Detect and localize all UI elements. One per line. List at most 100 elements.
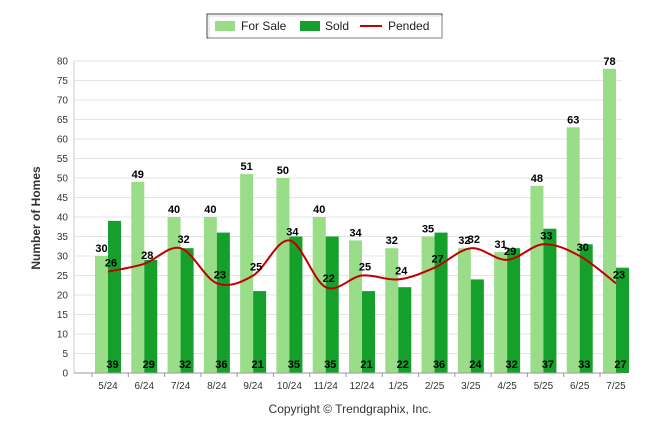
label-for-sale: 32 — [458, 235, 470, 247]
label-for-sale: 32 — [386, 235, 398, 247]
legend-swatch-for-sale — [215, 21, 235, 31]
y-tick-label: 60 — [57, 135, 69, 146]
bar-sold — [144, 259, 158, 373]
label-pended: 29 — [504, 246, 516, 258]
y-tick-label: 45 — [57, 193, 69, 204]
x-tick-label: 5/24 — [98, 381, 118, 392]
x-tick-label: 9/24 — [243, 381, 263, 392]
label-sold: 24 — [469, 359, 482, 371]
legend-label-sold: Sold — [325, 19, 349, 33]
x-tick-label: 8/24 — [207, 381, 227, 392]
label-sold: 36 — [433, 359, 445, 371]
label-for-sale: 40 — [204, 204, 216, 216]
label-sold: 27 — [614, 359, 626, 371]
bar-sold — [543, 228, 557, 373]
label-for-sale: 40 — [313, 204, 325, 216]
label-sold: 35 — [324, 359, 336, 371]
bar-for-sale — [95, 256, 108, 373]
label-sold: 33 — [578, 359, 590, 371]
label-for-sale: 31 — [495, 239, 507, 251]
pended-line — [107, 239, 617, 290]
bar-sold — [108, 220, 121, 373]
bar-sold — [180, 248, 194, 373]
label-pended: 30 — [577, 242, 589, 254]
y-tick-label: 20 — [57, 291, 69, 302]
label-sold: 22 — [397, 359, 409, 371]
label-pended: 28 — [141, 250, 153, 262]
label-sold: 36 — [215, 359, 227, 371]
label-for-sale: 34 — [349, 227, 362, 239]
y-tick-label: 75 — [57, 76, 69, 87]
bar-for-sale — [276, 178, 290, 373]
y-tick-label: 25 — [57, 271, 69, 282]
bar-sold — [253, 291, 267, 373]
label-sold: 32 — [506, 359, 518, 371]
bar-sold — [434, 232, 448, 373]
bar-for-sale — [312, 217, 326, 373]
label-sold: 21 — [360, 359, 372, 371]
label-sold: 21 — [252, 359, 264, 371]
x-tick-label: 4/25 — [497, 381, 517, 392]
bar-for-sale — [131, 181, 145, 373]
legend-label-for-sale: For Sale — [241, 19, 287, 33]
x-tick-label: 2/25 — [425, 381, 445, 392]
label-sold: 39 — [106, 359, 118, 371]
x-tick-label: 6/25 — [570, 381, 590, 392]
y-tick-label: 70 — [57, 96, 69, 107]
x-tick-label: 3/25 — [461, 381, 481, 392]
y-tick-label: 15 — [57, 310, 69, 321]
bar-sold — [470, 279, 484, 373]
x-tick-label: 10/24 — [277, 381, 302, 392]
label-pended: 27 — [431, 254, 443, 266]
y-tick-label: 10 — [57, 330, 69, 341]
label-sold: 29 — [143, 359, 155, 371]
label-for-sale: 48 — [531, 173, 543, 185]
data-labels: 30 39 49 29 40 32 40 36 51 21 50 35 40 35 34 21 32 22 35 36… — [95, 56, 626, 371]
bar-for-sale — [530, 185, 544, 373]
label-for-sale: 35 — [422, 224, 434, 236]
label-pended: 26 — [105, 258, 117, 270]
bar-sold — [616, 267, 629, 373]
bar-for-sale — [421, 236, 435, 373]
y-axis: 0 5 10 15 20 25 30 35 40 45 50 55 60 65 70 75 80 — [57, 57, 75, 380]
x-tick-label: 1/25 — [389, 381, 409, 392]
label-for-sale: 51 — [241, 161, 253, 173]
x-tick-label: 6/24 — [135, 381, 155, 392]
y-tick-label: 40 — [57, 213, 69, 224]
label-pended: 22 — [323, 273, 335, 285]
copyright-credit: Copyright © Trendgraphix, Inc. — [269, 402, 432, 416]
x-tick-label: 12/24 — [349, 381, 374, 392]
y-tick-label: 0 — [62, 369, 68, 380]
y-tick-label: 65 — [57, 115, 69, 126]
label-sold: 37 — [542, 359, 554, 371]
bar-sold — [289, 236, 303, 373]
bar-for-sale — [494, 252, 508, 373]
label-for-sale: 63 — [567, 114, 579, 126]
bar-sold — [398, 287, 412, 373]
label-pended: 23 — [613, 269, 625, 281]
label-pended: 32 — [468, 234, 480, 246]
label-pended: 23 — [214, 269, 226, 281]
legend-label-pended: Pended — [388, 19, 429, 33]
bar-for-sale — [203, 217, 217, 373]
x-tick-label: 7/25 — [606, 381, 626, 392]
label-sold: 32 — [179, 359, 191, 371]
x-tick-label: 11/24 — [314, 381, 339, 392]
label-for-sale: 40 — [168, 204, 180, 216]
label-pended: 24 — [395, 265, 408, 277]
y-axis-title: Number of Homes — [29, 166, 43, 270]
bar-sold — [325, 236, 339, 373]
legend: For Sale Sold Pended — [206, 13, 443, 39]
label-for-sale: 50 — [277, 165, 289, 177]
y-tick-label: 50 — [57, 174, 69, 185]
bar-sold — [362, 291, 375, 373]
bar-for-sale — [603, 68, 616, 374]
label-pended: 25 — [250, 262, 262, 274]
label-for-sale: 78 — [603, 56, 615, 68]
label-pended: 33 — [540, 230, 552, 242]
x-axis: 5/24 6/24 7/24 8/24 9/24 10/24 11/24 12/24 1/25 2… — [74, 372, 626, 392]
pended-line-layer — [107, 239, 617, 290]
y-tick-label: 80 — [57, 57, 69, 68]
y-tick-label: 30 — [57, 252, 69, 263]
